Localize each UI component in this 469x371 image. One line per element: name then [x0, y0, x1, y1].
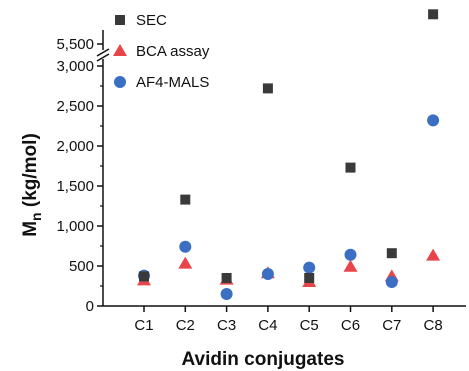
data-point-square	[345, 162, 356, 173]
data-point-circle	[385, 276, 398, 288]
x-ticks: C1 C2 C3 C4 C5 C6 C7 C8	[134, 306, 443, 334]
data-point-square	[221, 273, 232, 283]
data-point-circle	[179, 240, 192, 253]
y-tick-label: 1,500	[56, 178, 94, 195]
data-point-square	[262, 83, 273, 94]
data-point-square	[386, 248, 397, 259]
y-tick-label: 5,500	[56, 36, 94, 53]
axis-break-mark	[96, 53, 110, 62]
y-tick-label: 2,000	[56, 138, 94, 155]
legend-marker-circle	[114, 76, 126, 88]
x-tick-label: C5	[300, 317, 319, 334]
data-point-square	[139, 271, 149, 282]
x-tick-label: C8	[424, 317, 443, 334]
y-axis-title-rest: (kg/mol)	[20, 133, 41, 212]
x-tick-label: C7	[382, 317, 401, 334]
data-point-triangle	[178, 256, 193, 269]
y-tick-label: 1,000	[56, 218, 94, 235]
x-tick-label: C4	[258, 317, 277, 334]
x-tick-label: C1	[134, 317, 153, 334]
y-tick-label: 0	[86, 298, 94, 315]
y-tick-label: 3,000	[56, 58, 94, 75]
data-point-circle	[261, 268, 274, 280]
data-point-triangle	[426, 248, 441, 261]
y-axis-title-main: M	[20, 221, 41, 237]
data-point-circle	[427, 114, 440, 127]
y-ticks: 0 500 1,000 1,500 2,000 2,500 3,000 5,500	[56, 36, 103, 315]
axis-break-mark	[96, 48, 110, 57]
legend-label: BCA assay	[136, 43, 210, 60]
legend: SEC BCA assay AF4-MALS	[113, 12, 210, 91]
x-axis-title: Avidin conjugates	[182, 349, 345, 370]
legend-label: SEC	[136, 12, 167, 29]
x-tick-label: C3	[217, 317, 236, 334]
y-axis-title-sub: n	[28, 212, 44, 221]
data-point-circle	[344, 248, 357, 261]
y-axis-title: Mn (kg/mol)	[20, 133, 44, 237]
data-points	[137, 9, 441, 300]
data-point-triangle	[343, 259, 358, 272]
legend-label: AF4-MALS	[136, 74, 209, 91]
data-point-circle	[220, 288, 233, 300]
y-tick-label: 500	[69, 258, 94, 275]
x-tick-label: C6	[341, 317, 360, 334]
data-point-square	[180, 194, 191, 205]
data-point-square	[428, 9, 439, 20]
legend-marker-square	[115, 15, 125, 25]
legend-marker-triangle	[113, 44, 127, 56]
data-point-square	[304, 273, 315, 283]
y-tick-label: 2,500	[56, 98, 94, 115]
axes	[96, 30, 466, 307]
x-tick-label: C2	[176, 317, 195, 334]
data-point-circle	[303, 261, 316, 274]
